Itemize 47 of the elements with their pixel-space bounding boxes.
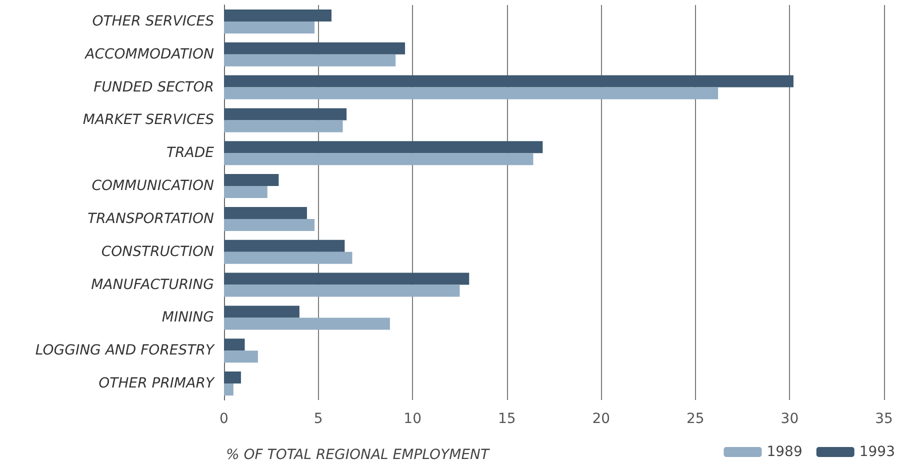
bar xyxy=(224,350,258,363)
bar xyxy=(224,206,307,219)
x-axis-title: % OF TOTAL REGIONAL EMPLOYMENT xyxy=(226,447,491,463)
x-tick-label: 20 xyxy=(592,411,610,427)
y-tick-label: OTHER PRIMARY xyxy=(98,376,216,392)
bar xyxy=(224,338,245,351)
bar xyxy=(224,141,543,154)
bar xyxy=(224,284,460,297)
bar xyxy=(224,21,315,34)
x-tick-label: 10 xyxy=(404,411,422,427)
legend-label: 1993 xyxy=(859,444,896,460)
y-tick-label: LOGGING AND FORESTRY xyxy=(35,342,216,359)
bar xyxy=(224,186,268,198)
y-tick-label: FUNDED SECTOR xyxy=(94,79,214,96)
bar xyxy=(224,272,470,285)
legend-label: 1989 xyxy=(766,444,802,460)
x-tick-label: 5 xyxy=(314,411,323,427)
bar xyxy=(224,372,241,384)
bar xyxy=(224,120,343,132)
x-tick-label: 0 xyxy=(220,411,228,427)
y-tick-label: TRANSPORTATION xyxy=(88,210,215,227)
bar xyxy=(224,318,390,330)
y-tick-label: CONSTRUCTION xyxy=(101,244,215,260)
y-tick-label: COMMUNICATION xyxy=(92,178,215,194)
bar xyxy=(224,87,718,100)
bar xyxy=(224,153,534,166)
bar xyxy=(224,306,300,318)
y-tick-label: MINING xyxy=(162,310,214,326)
bar xyxy=(224,218,315,231)
x-tick-label: 35 xyxy=(875,411,893,427)
bar xyxy=(224,54,396,66)
bar xyxy=(224,75,794,88)
bar xyxy=(224,240,345,252)
y-tick-label: TRADE xyxy=(166,145,214,162)
x-tick-label: 15 xyxy=(498,411,516,427)
bar xyxy=(224,174,279,186)
bar xyxy=(224,42,406,54)
bar xyxy=(224,9,332,22)
bar xyxy=(224,252,352,264)
x-tick-label: 30 xyxy=(780,411,799,427)
y-tick-label: OTHER SERVICES xyxy=(92,13,214,30)
bar xyxy=(224,384,234,396)
bar xyxy=(224,108,347,120)
y-tick-label: MANUFACTURING xyxy=(91,276,214,293)
y-tick-label: ACCOMMODATION xyxy=(84,46,215,62)
x-tick-label: 25 xyxy=(686,411,704,427)
y-tick-label: MARKET SERVICES xyxy=(82,112,214,128)
